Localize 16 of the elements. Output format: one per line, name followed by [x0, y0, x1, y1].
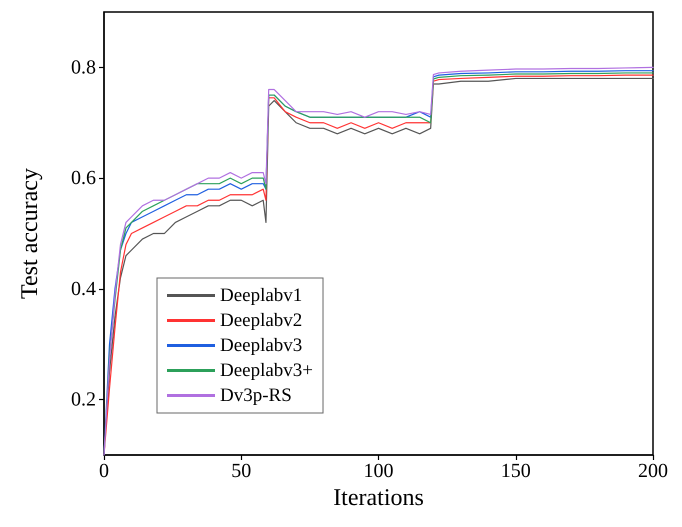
- y-axis-title: Test accuracy: [17, 168, 43, 299]
- x-tick-label: 200: [638, 460, 668, 482]
- legend-label: Deeplabv3: [220, 335, 302, 356]
- x-axis-title: Iterations: [333, 484, 424, 511]
- y-tick-label: 0.8: [71, 56, 96, 78]
- legend-label: Dv3p-RS: [220, 385, 292, 406]
- y-tick-label: 0.4: [71, 278, 96, 300]
- legend-label: Deeplabv2: [220, 310, 302, 331]
- x-tick-label: 0: [99, 460, 109, 482]
- legend-label: Deeplabv1: [220, 285, 302, 306]
- x-tick-label: 50: [231, 460, 252, 482]
- y-tick-label: 0.6: [71, 167, 96, 190]
- x-tick-label: 100: [364, 460, 394, 482]
- y-tick-label: 0.2: [71, 388, 96, 411]
- legend-label: Deeplabv3+: [220, 360, 314, 381]
- x-tick-label: 150: [500, 460, 531, 482]
